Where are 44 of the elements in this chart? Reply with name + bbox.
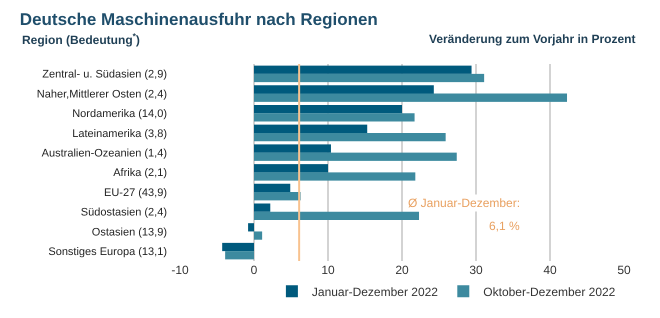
bar [254, 104, 402, 114]
bar [254, 212, 420, 220]
bar [254, 144, 331, 153]
legend-label: Oktober-Dezember 2022 [483, 284, 616, 299]
bar [254, 113, 415, 122]
bar [254, 74, 484, 82]
bar [254, 66, 472, 74]
bar [254, 85, 434, 94]
bar [254, 132, 446, 142]
y-tick-label: Sonstiges Europa (13,1) [48, 246, 167, 258]
y-tick-label: Ostasien (13,9) [92, 226, 167, 238]
annotation: Ø Januar-Dezember: [408, 196, 520, 210]
bar [254, 203, 270, 212]
bar [254, 184, 290, 192]
x-tick-label: 20 [395, 263, 409, 277]
x-axis-title: Veränderung zum Vorjahr in Prozent [429, 32, 636, 46]
y-tick-label: Zentral- u. Südasien (2,9) [42, 68, 167, 81]
annotation: 6,1 % [489, 219, 520, 233]
y-tick-label: Naher,Mittlerer Osten (2,4) [36, 88, 167, 100]
bar [254, 124, 368, 133]
y-tick-label: Lateinamerika (3,8) [72, 128, 167, 140]
x-tick-label: 30 [469, 263, 483, 277]
y-tick-label: EU-27 (43,9) [104, 186, 167, 199]
y-tick-label: Australien-Ozeanien (1,4) [42, 148, 167, 160]
y-tick-label: Nordamerika (14,0) [72, 108, 167, 120]
bar [225, 251, 254, 260]
chart-title: Deutsche Maschinenausfuhr nach Regionen [20, 10, 378, 30]
x-tick-label: 40 [543, 263, 557, 277]
x-tick-label: 50 [617, 263, 631, 277]
bar [254, 164, 328, 172]
bar [254, 192, 301, 200]
bar [254, 172, 416, 181]
bar [248, 223, 254, 232]
bar [254, 152, 457, 161]
bar [254, 94, 568, 102]
bar [222, 242, 254, 252]
text: Region (Bedeutung$^{*}$) [22, 31, 140, 48]
x-tick-label: -10 [171, 263, 189, 277]
x-tick-label: 10 [321, 263, 335, 277]
bar [254, 231, 262, 240]
legend-label: Januar-Dezember 2022 [312, 284, 438, 299]
y-tick-label: Südostasien (2,4) [80, 206, 167, 219]
x-tick-label: 0 [250, 263, 258, 277]
y-tick-label: Afrika (2,1) [113, 167, 167, 180]
